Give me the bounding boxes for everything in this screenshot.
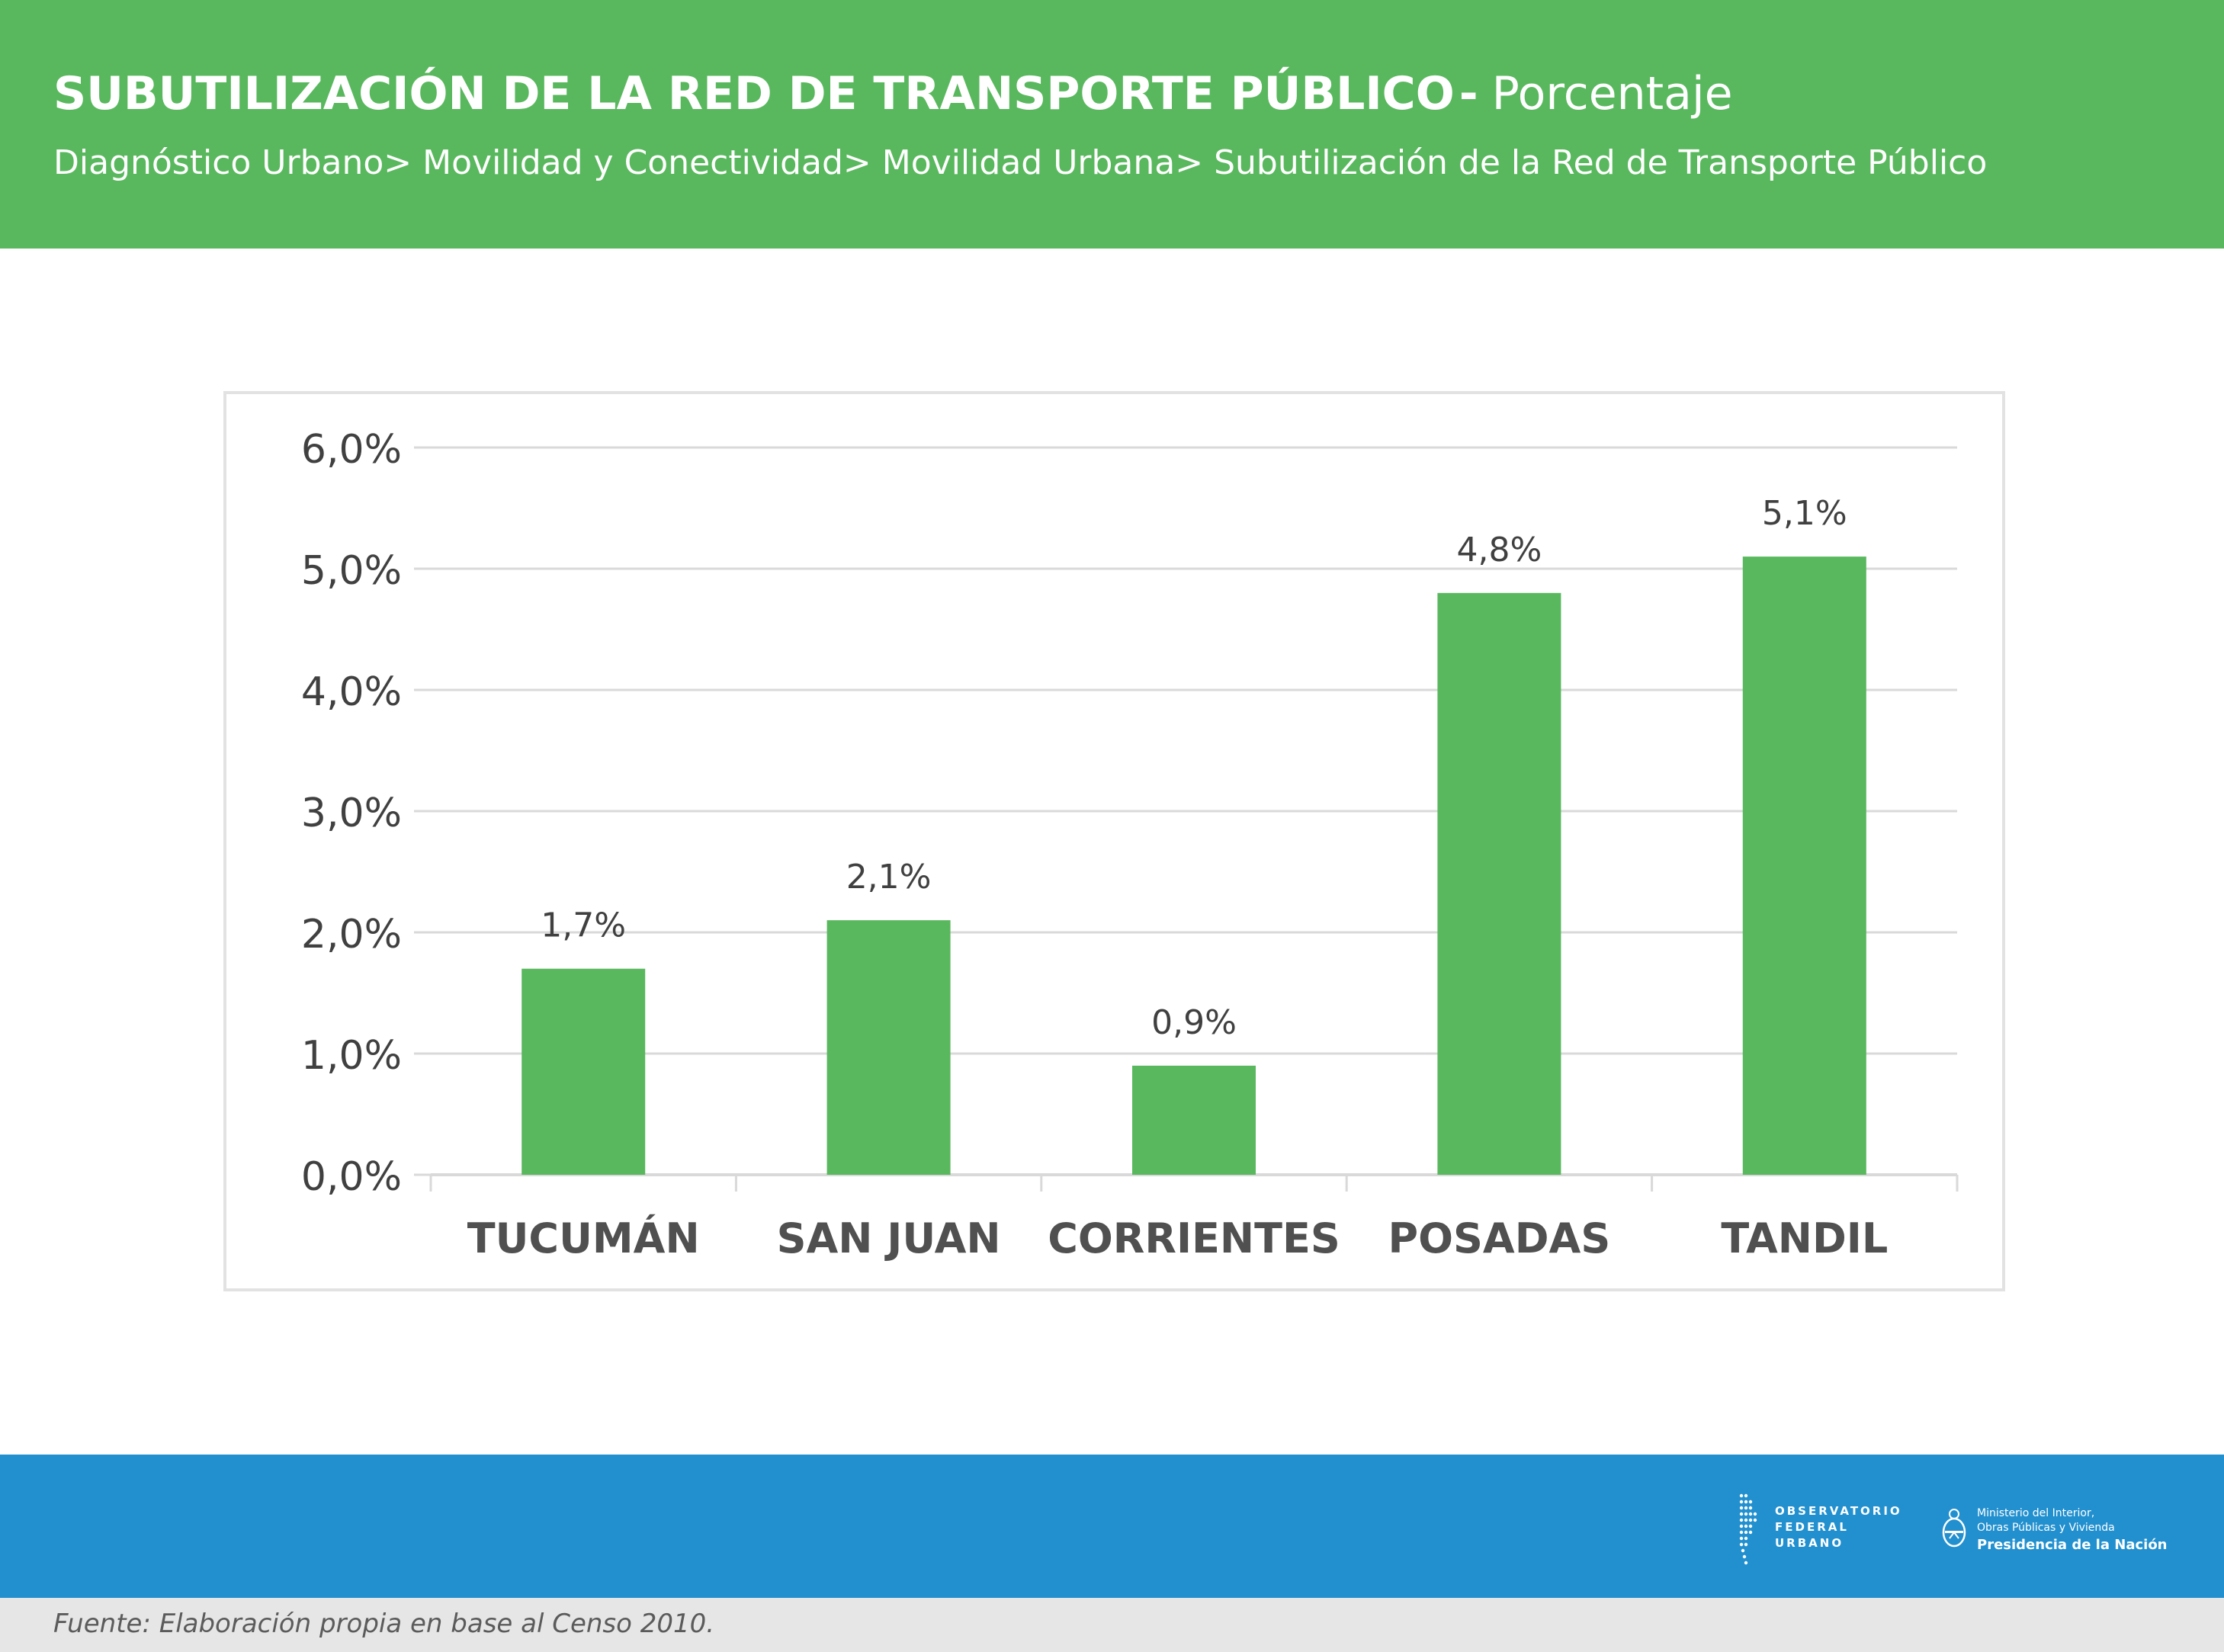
logo-line: URBANO xyxy=(1775,1536,1844,1550)
logo-line: FEDERAL xyxy=(1775,1520,1849,1534)
title-unit: Porcentaje xyxy=(1491,67,1733,120)
bar xyxy=(1742,557,1866,1175)
y-tick-label: 4,0% xyxy=(301,669,402,715)
y-tick-label: 1,0% xyxy=(301,1033,402,1079)
x-category-label: POSADAS xyxy=(1388,1214,1611,1262)
footer-band: OBSERVATORIO FEDERAL URBANO Ministerio d… xyxy=(0,1455,2224,1598)
source-band: Fuente: Elaboración propia en base al Ce… xyxy=(0,1598,2224,1652)
dots-map-icon xyxy=(1739,1493,1757,1565)
observatorio-logo-text: OBSERVATORIO FEDERAL URBANO xyxy=(1775,1503,1902,1551)
data-label: 0,9% xyxy=(1151,1003,1237,1042)
data-label: 5,1% xyxy=(1762,494,1847,533)
bar xyxy=(522,968,646,1175)
data-label: 1,7% xyxy=(541,906,626,945)
bar xyxy=(826,920,951,1175)
title-separator: - xyxy=(1459,67,1478,120)
page-title: SUBUTILIZACIÓN DE LA RED DE TRANSPORTE P… xyxy=(53,67,1733,120)
logo-line: OBSERVATORIO xyxy=(1775,1504,1902,1518)
x-category-label: SAN JUAN xyxy=(777,1214,1001,1262)
y-tick-label: 3,0% xyxy=(301,791,402,836)
x-category-label: CORRIENTES xyxy=(1048,1214,1340,1262)
data-label: 2,1% xyxy=(846,858,932,897)
y-tick-label: 0,0% xyxy=(301,1154,402,1200)
x-category-label: TUCUMÁN xyxy=(467,1214,700,1262)
y-tick-label: 6,0% xyxy=(301,427,402,473)
source-note: Fuente: Elaboración propia en base al Ce… xyxy=(53,1609,715,1639)
bar xyxy=(1437,592,1561,1175)
logo-line: Presidencia de la Nación xyxy=(1977,1537,2168,1553)
y-tick-label: 5,0% xyxy=(301,548,402,594)
bar xyxy=(1132,1065,1256,1175)
x-category-label: TANDIL xyxy=(1721,1214,1888,1262)
header-band: SUBUTILIZACIÓN DE LA RED DE TRANSPORTE P… xyxy=(0,0,2224,249)
national-seal-icon xyxy=(1942,1509,1966,1548)
title-text: SUBUTILIZACIÓN DE LA RED DE TRANSPORTE P… xyxy=(53,67,1455,120)
ministerio-logo: Ministerio del Interior, Obras Públicas … xyxy=(1939,1505,2198,1558)
logo-line: Obras Públicas y Vivienda xyxy=(1977,1522,2115,1534)
chart-frame: 0,0% 1,0% 2,0% 3,0% 4,0% 5,0% 6,0% 1,7% TUCUMÁN 2… xyxy=(223,391,2005,1291)
ministerio-logo-text: Ministerio del Interior, Obras Públicas … xyxy=(1977,1506,2168,1555)
logo-line: Ministerio del Interior, xyxy=(1977,1507,2095,1519)
observatorio-federal-urbano-logo: OBSERVATORIO FEDERAL URBANO xyxy=(1737,1490,1905,1566)
data-label: 4,8% xyxy=(1457,531,1542,569)
y-tick-label: 2,0% xyxy=(301,912,402,958)
bar-chart: 0,0% 1,0% 2,0% 3,0% 4,0% 5,0% 6,0% 1,7% TUCUMÁN 2… xyxy=(301,427,1959,1262)
breadcrumb: Diagnóstico Urbano> Movilidad y Conectiv… xyxy=(53,143,1988,182)
